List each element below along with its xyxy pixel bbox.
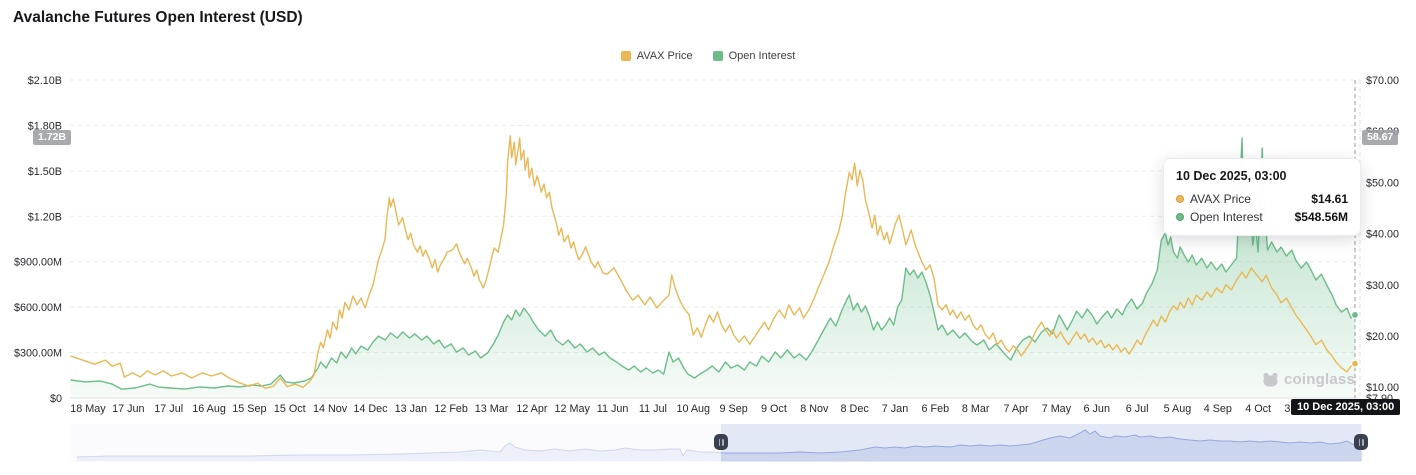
tooltip-value: $548.56M (1294, 210, 1348, 224)
open-interest-dot-icon (1176, 213, 1184, 221)
svg-text:14 Dec: 14 Dec (353, 403, 388, 415)
svg-text:9 Sep: 9 Sep (719, 403, 747, 415)
tooltip-row-open-interest: Open Interest $548.56M (1176, 210, 1348, 224)
tooltip-date: 10 Dec 2025, 03:00 (1176, 169, 1287, 183)
avax-price-swatch-icon (620, 51, 631, 61)
legend-label-open-interest: Open Interest (728, 50, 796, 62)
svg-text:12 Apr: 12 Apr (516, 403, 548, 415)
svg-text:8 Mar: 8 Mar (962, 403, 990, 415)
svg-text:$40.00: $40.00 (1366, 229, 1399, 241)
svg-text:15 Sep: 15 Sep (232, 403, 266, 415)
navigator-right-handle[interactable] (1354, 434, 1368, 450)
open-interest-swatch-icon (712, 51, 723, 61)
avax-price-dot-icon (1176, 195, 1184, 203)
svg-text:7 May: 7 May (1042, 403, 1072, 415)
tooltip-label: Open Interest (1190, 210, 1263, 224)
svg-text:7 Apr: 7 Apr (1003, 403, 1029, 415)
svg-text:10 Aug: 10 Aug (676, 403, 710, 415)
page-title: Avalanche Futures Open Interest (USD) (13, 9, 303, 26)
svg-text:5 Aug: 5 Aug (1164, 403, 1192, 415)
svg-text:6 Jul: 6 Jul (1126, 403, 1149, 415)
legend-label-avax-price: AVAX Price (636, 50, 693, 62)
avax-price-line (70, 135, 1356, 389)
svg-text:16 Aug: 16 Aug (192, 403, 226, 415)
svg-text:6 Feb: 6 Feb (922, 403, 950, 415)
tooltip-row-avax-price: AVAX Price $14.61 (1176, 192, 1348, 206)
svg-text:11 Jun: 11 Jun (597, 403, 629, 415)
x-axis-labels: 18 May 17 Jun 17 Jul 16 Aug 15 Sep 15 Oct 14 N… (70, 403, 1313, 415)
navigator-selected-range[interactable] (721, 424, 1361, 462)
open-interest-hover-marker (1350, 310, 1360, 320)
svg-text:8 Dec: 8 Dec (841, 403, 870, 415)
svg-text:$30.00: $30.00 (1366, 280, 1399, 292)
svg-text:7 Jan: 7 Jan (882, 403, 908, 415)
open-interest-area (70, 138, 1355, 398)
svg-text:$50.00: $50.00 (1366, 177, 1399, 189)
svg-text:$600.00M: $600.00M (14, 302, 62, 314)
left-axis-labels: $0 $300.00M $600.00M $900.00M $1.20B $1.50B $1… (14, 75, 62, 405)
svg-text:13 Mar: 13 Mar (475, 403, 509, 415)
svg-text:4 Oct: 4 Oct (1245, 403, 1271, 415)
svg-text:17 Jul: 17 Jul (154, 403, 183, 415)
svg-text:$70.00: $70.00 (1366, 75, 1399, 87)
svg-text:4 Sep: 4 Sep (1204, 403, 1232, 415)
tooltip-label: AVAX Price (1190, 192, 1251, 206)
watermark: coinglass (1262, 371, 1355, 388)
svg-text:6 Jun: 6 Jun (1084, 403, 1110, 415)
svg-text:$2.10B: $2.10B (28, 75, 62, 87)
navigator[interactable] (0, 424, 1363, 462)
avax-price-hover-marker (1350, 359, 1360, 368)
right-axis-max-badge: 58.67 (1362, 130, 1399, 145)
svg-text:$0: $0 (50, 393, 62, 405)
crosshair-date-badge: 10 Dec 2025, 03:00 (1291, 399, 1401, 415)
svg-text:$1.80B: $1.80B (28, 120, 62, 132)
tooltip: 10 Dec 2025, 03:00 AVAX Price $14.61 Ope… (1163, 158, 1361, 236)
svg-text:18 May: 18 May (70, 403, 106, 415)
svg-text:15 Oct: 15 Oct (274, 403, 306, 415)
tooltip-value: $14.61 (1311, 192, 1348, 206)
coinglass-logo-icon (1263, 372, 1278, 386)
navigator-area (77, 430, 1362, 461)
open-interest-line (70, 137, 1356, 390)
svg-text:8 Nov: 8 Nov (800, 403, 829, 415)
left-axis-max-badge: 1.72B (33, 130, 72, 145)
svg-text:12 May: 12 May (554, 403, 590, 415)
legend-item-open-interest[interactable]: Open Interest (712, 50, 796, 62)
svg-text:$900.00M: $900.00M (14, 257, 62, 269)
legend: AVAX Price Open Interest (0, 50, 1416, 62)
navigator-left-handle[interactable] (714, 434, 728, 450)
svg-text:$1.20B: $1.20B (28, 211, 62, 223)
svg-text:12 Feb: 12 Feb (434, 403, 468, 415)
svg-text:9 Oct: 9 Oct (761, 403, 787, 415)
legend-item-avax-price[interactable]: AVAX Price (620, 50, 693, 62)
watermark-text: coinglass (1284, 371, 1355, 388)
svg-text:$10.00: $10.00 (1366, 382, 1399, 394)
svg-text:17 Jun: 17 Jun (112, 403, 144, 415)
svg-text:11 Jul: 11 Jul (639, 403, 667, 415)
svg-text:$20.00: $20.00 (1366, 331, 1399, 343)
navigator-mask-left (0, 424, 721, 462)
svg-text:14 Nov: 14 Nov (313, 403, 348, 415)
svg-text:$300.00M: $300.00M (14, 348, 62, 360)
svg-text:13 Jan: 13 Jan (395, 403, 427, 415)
svg-text:$1.50B: $1.50B (28, 166, 62, 178)
right-axis-labels: $7.90$10.00$20.00$30.00$40.00$50.00$60.0… (1366, 75, 1399, 405)
